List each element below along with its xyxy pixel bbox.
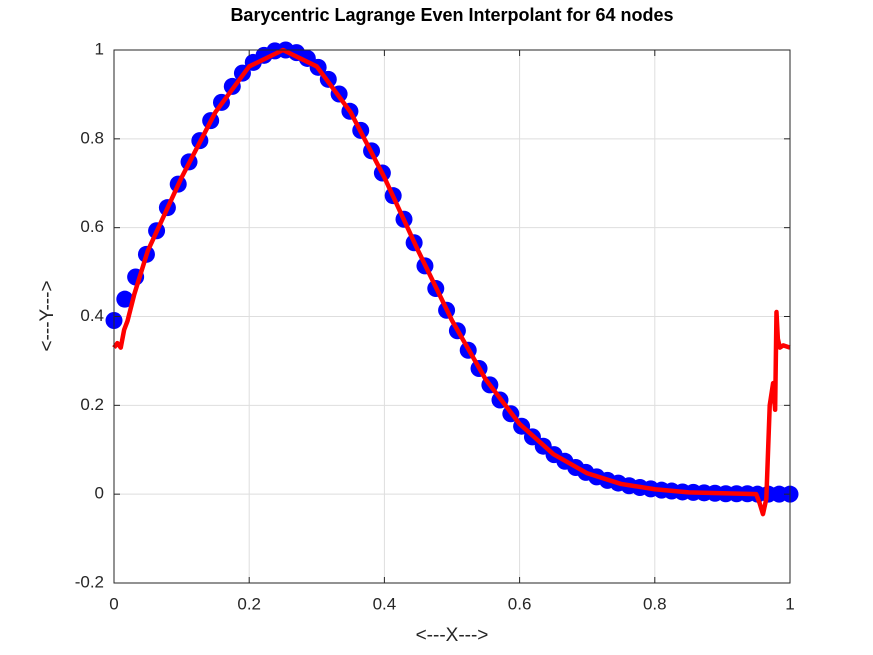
x-tick-label: 0.4 <box>373 594 397 613</box>
marks <box>105 41 799 517</box>
x-tick-label: 1 <box>785 594 794 613</box>
y-axis-label: <---Y---> <box>37 280 58 351</box>
y-tick-label: 0.8 <box>80 128 104 147</box>
labels: 0 0.2 0.4 0.6 0.8 1 -0.2 0 0.2 0.4 0.6 0.8 1 <box>75 39 795 613</box>
node-point <box>116 290 134 308</box>
chart-title: Barycentric Lagrange Even Interpolant fo… <box>230 5 673 25</box>
x-tick-label: 0.2 <box>237 594 261 613</box>
y-tick-label: -0.2 <box>75 572 104 591</box>
y-tick-label: 0.6 <box>80 217 104 236</box>
x-tick-label: 0.6 <box>508 594 532 613</box>
y-tick-label: 0.4 <box>80 306 104 325</box>
y-tick-label: 0.2 <box>80 395 104 414</box>
y-tick-label: 0 <box>95 484 104 503</box>
y-tick-label: 1 <box>95 39 104 58</box>
x-tick-label: 0 <box>109 594 118 613</box>
interpolant-line <box>112 47 791 517</box>
x-tick-label: 0.8 <box>643 594 667 613</box>
x-axis-label: <---X---> <box>416 625 489 646</box>
